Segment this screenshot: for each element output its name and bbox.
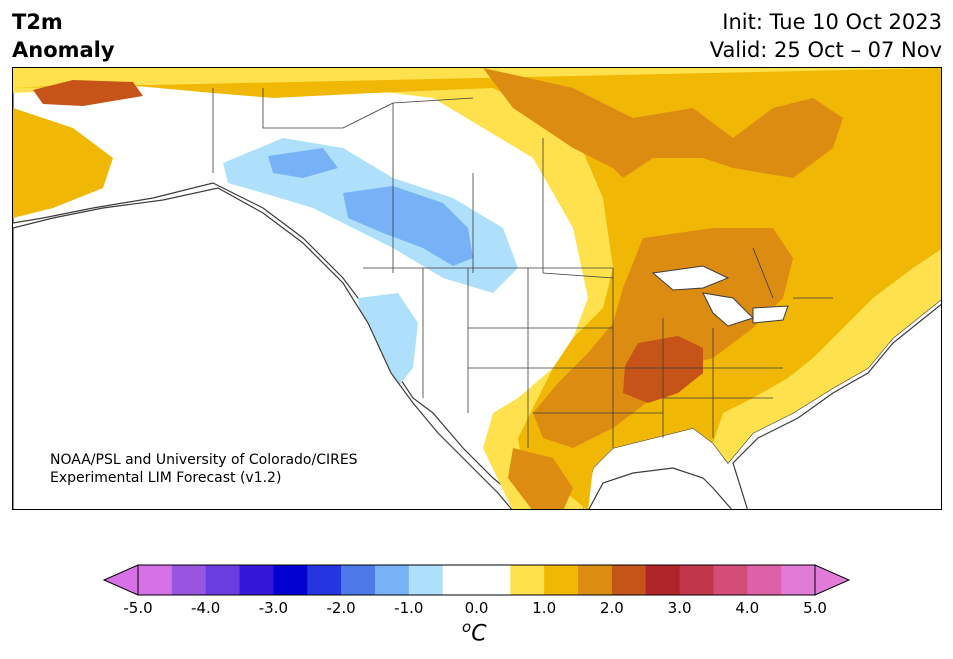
colorbar-swatch (679, 565, 714, 595)
colorbar-swatch (713, 565, 748, 595)
political-borders (212, 88, 833, 448)
colorbar-swatch (307, 565, 342, 595)
colorbar-swatch (205, 565, 241, 595)
colorbar-swatch (476, 565, 511, 595)
colorbar-tick-label: 2.0 (599, 599, 624, 617)
cool-region-1 (223, 138, 518, 393)
valid-range: Valid: 25 Oct – 07 Nov (709, 38, 942, 62)
colorbar-swatch (578, 565, 613, 595)
colorbar-swatch (408, 565, 444, 595)
init-date: Init: Tue 10 Oct 2023 (722, 10, 942, 34)
colorbar-swatch (341, 565, 376, 595)
title-line-anomaly: Anomaly (12, 38, 115, 62)
colorbar-tick-label: -1.0 (394, 599, 424, 617)
great-lakes (651, 265, 789, 327)
colorbar-swatch (611, 565, 647, 595)
colorbar-svg (102, 564, 851, 596)
colorbar-swatch (442, 565, 477, 595)
colorbar-tick-label: 5.0 (803, 599, 827, 617)
unit-letter: C (471, 621, 487, 647)
colorbar-unit: oC (462, 618, 487, 646)
atlantic-ocean (732, 303, 941, 509)
gulf-of-mexico (588, 467, 733, 509)
colorbar-swatch (374, 565, 410, 595)
warm-region-4 (33, 80, 703, 403)
colorbar-swatch (171, 565, 207, 595)
pacific-ocean (13, 187, 513, 509)
map-title: T2m Anomaly (12, 8, 115, 64)
credit-text: NOAA/PSL and University of Colorado/CIRE… (50, 451, 358, 487)
colorbar-tick-label: -5.0 (123, 599, 153, 617)
cool-region-2 (268, 148, 473, 266)
title-line-variable: T2m (12, 10, 63, 34)
colorbar-swatch (239, 565, 274, 595)
colorbar-swatch (747, 565, 782, 595)
colorbar-over-arrow (814, 564, 851, 596)
colorbar-swatch (273, 565, 308, 595)
map-svg (13, 68, 941, 509)
credit-line-1: NOAA/PSL and University of Colorado/CIRE… (50, 452, 358, 468)
colorbar-border (137, 564, 816, 596)
colorbar-tick-label: -4.0 (191, 599, 221, 617)
colorbar-under-arrow (102, 564, 139, 596)
colorbar-tick-label: -3.0 (258, 599, 289, 617)
warm-region-3 (483, 68, 843, 509)
colorbar-swatch (645, 565, 681, 595)
credit-line-2: Experimental LIM Forecast (v1.2) (50, 470, 282, 486)
colorbar-tick-label: -2.0 (326, 599, 356, 617)
forecast-dates: Init: Tue 10 Oct 2023 Valid: 25 Oct – 07… (710, 8, 942, 64)
colorbar (0, 560, 953, 600)
colorbar-swatch (544, 565, 579, 595)
unit-degree: o (462, 618, 472, 636)
colorbar-tick-label: 4.0 (735, 599, 760, 617)
colorbar-tick-label: 3.0 (667, 599, 692, 617)
anomaly-map: NOAA/PSL and University of Colorado/CIRE… (12, 67, 942, 510)
colorbar-swatch (781, 565, 816, 595)
colorbar-tick-label: 0.0 (464, 599, 489, 617)
warm-region-2 (13, 68, 941, 509)
colorbar-swatch (510, 565, 545, 595)
colorbar-swatch (138, 565, 173, 595)
colorbar-tick-label: 1.0 (532, 599, 557, 617)
